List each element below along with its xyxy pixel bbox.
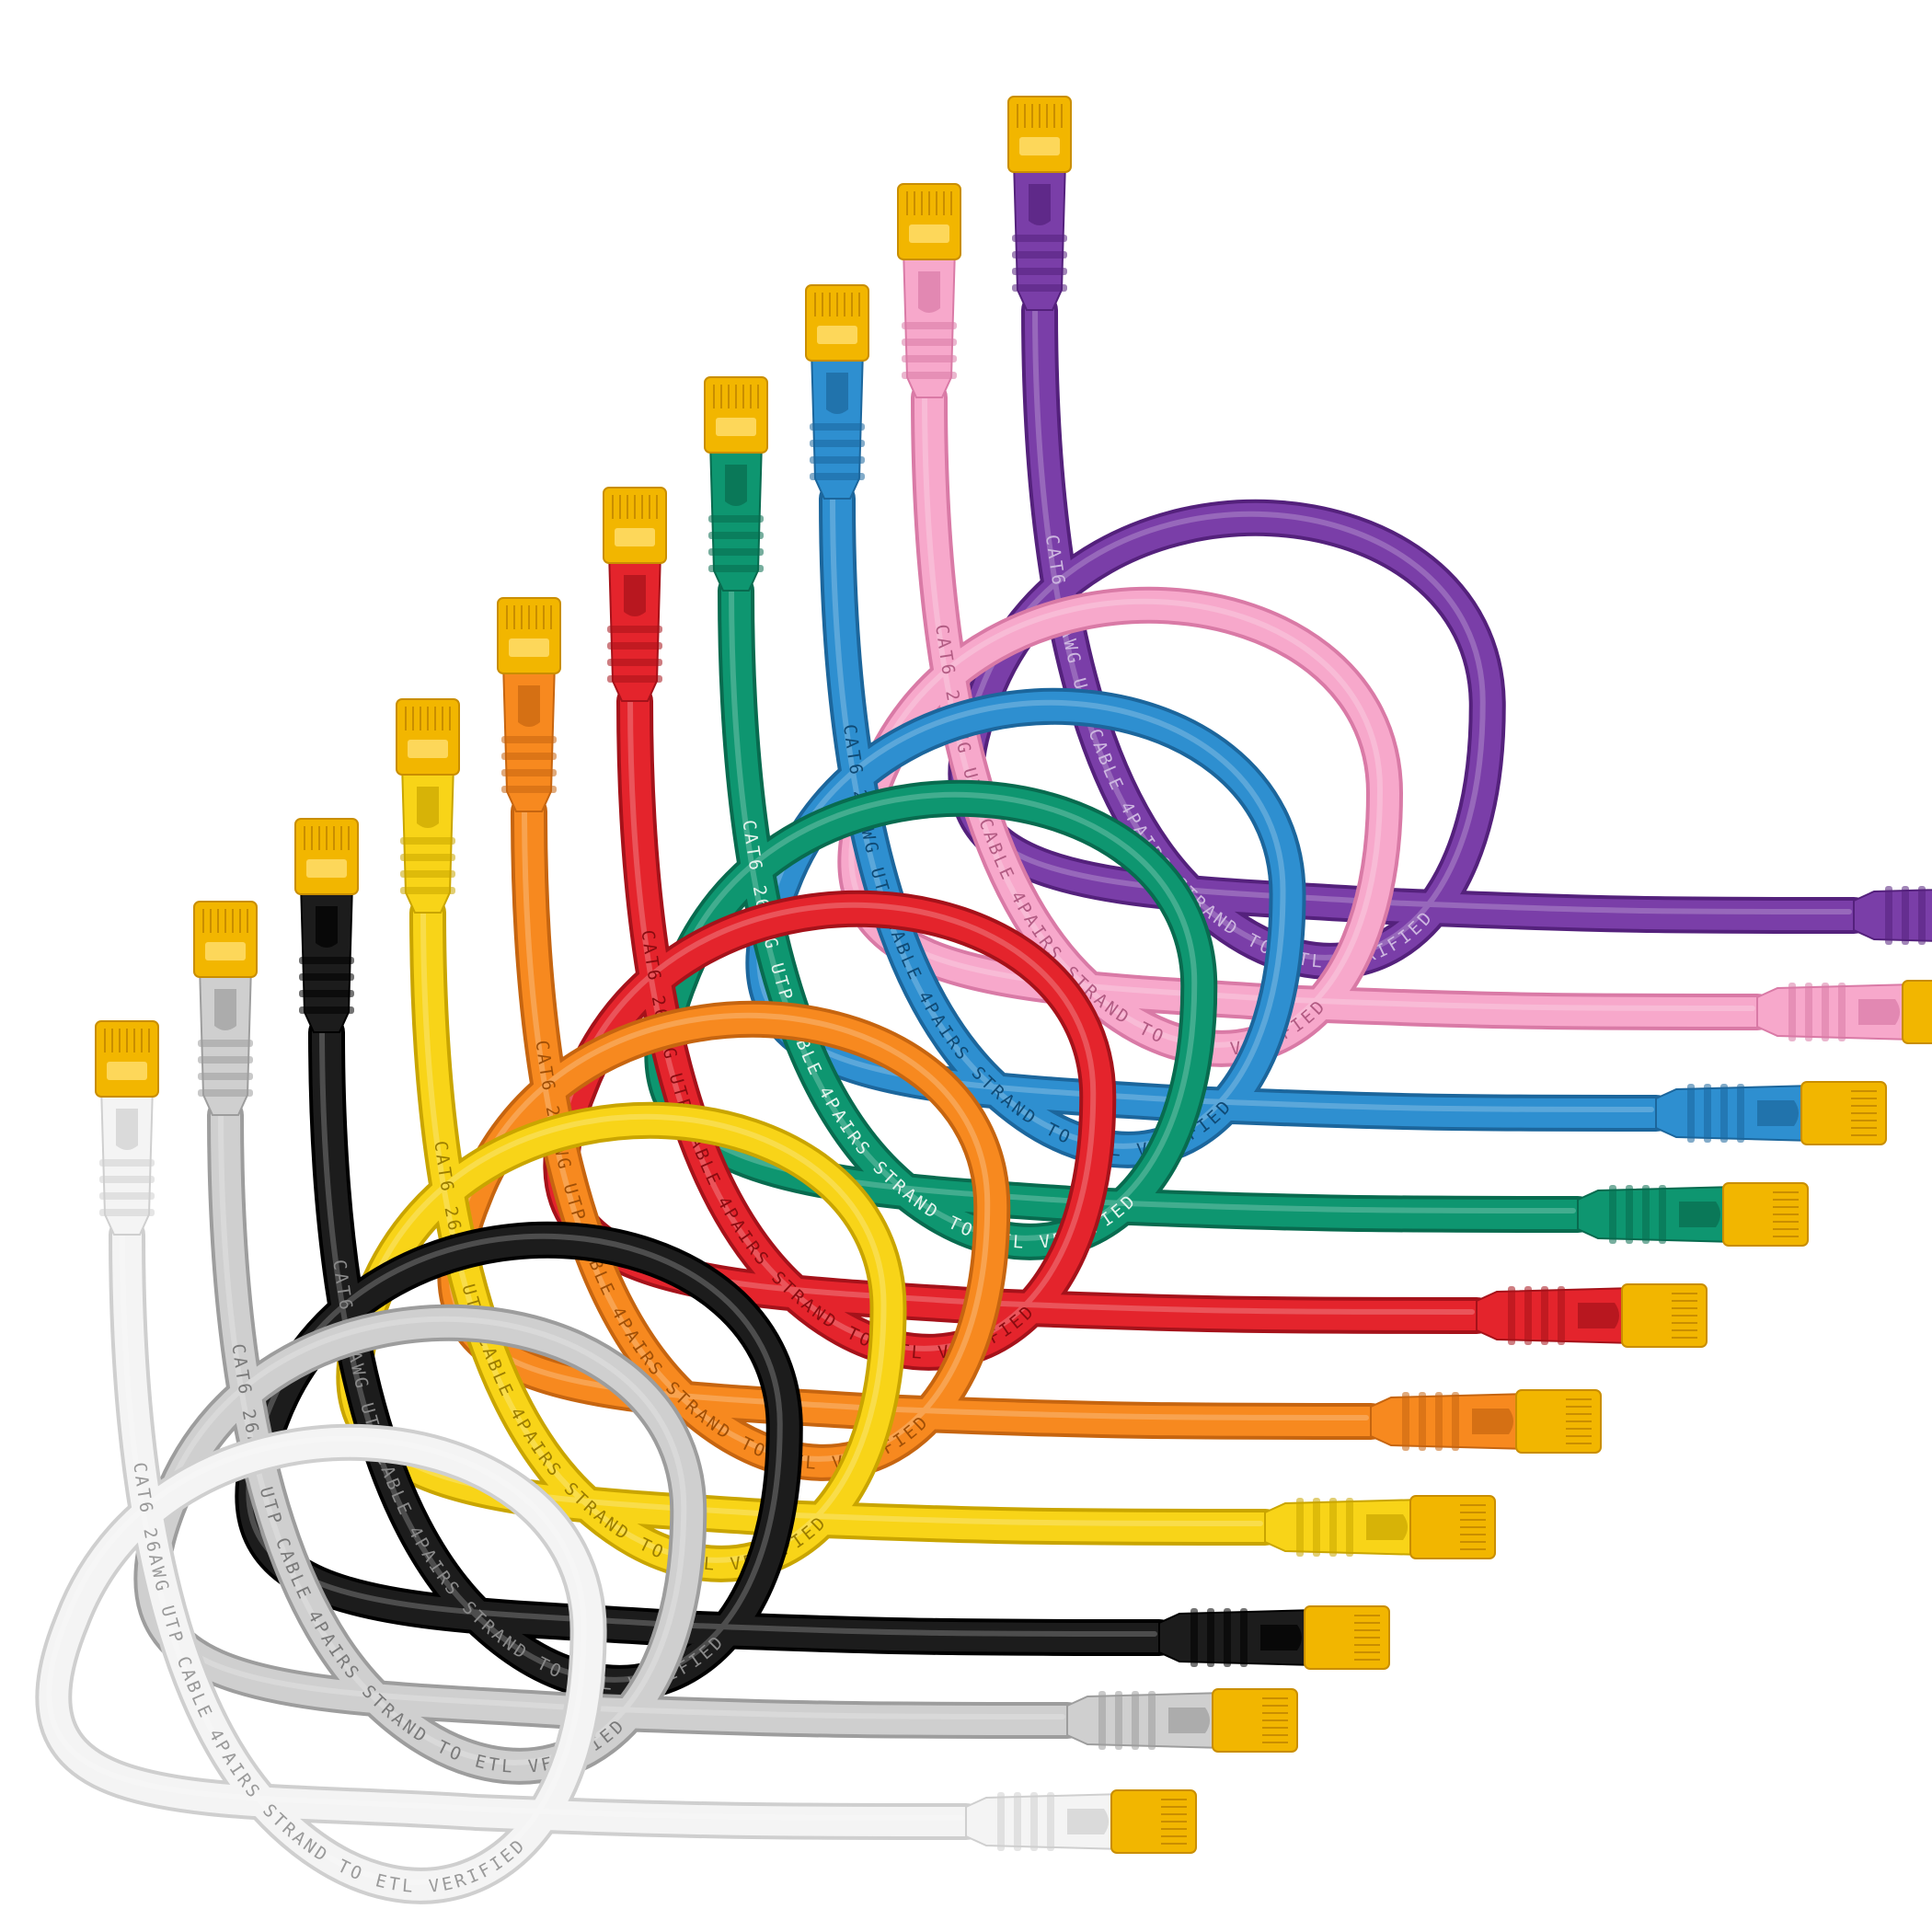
rj45-plug-side [1853,886,1932,945]
rj45-plug-top [497,597,561,812]
rj45-plug-top [805,284,869,500]
rj45-plug-top [897,183,961,398]
rj45-plug-side [1577,1182,1809,1247]
rj45-plug-side [1158,1605,1390,1670]
rj45-plug-side [1655,1081,1887,1145]
rj45-plug-side [1756,980,1932,1044]
rj45-plug-side [1264,1495,1496,1559]
rj45-plug-top [193,901,258,1116]
rj45-plug-side [1066,1688,1298,1753]
rj45-plug-top [95,1020,159,1236]
rj45-plug-top [603,487,667,702]
rj45-plug-side [1370,1389,1602,1454]
rj45-plug-top [396,698,460,914]
rj45-plug-top [294,818,359,1033]
rj45-plug-top [1007,96,1072,311]
rj45-plug-side [965,1789,1197,1854]
rj45-plug-side [1476,1283,1708,1348]
rj45-plug-top [704,376,768,592]
